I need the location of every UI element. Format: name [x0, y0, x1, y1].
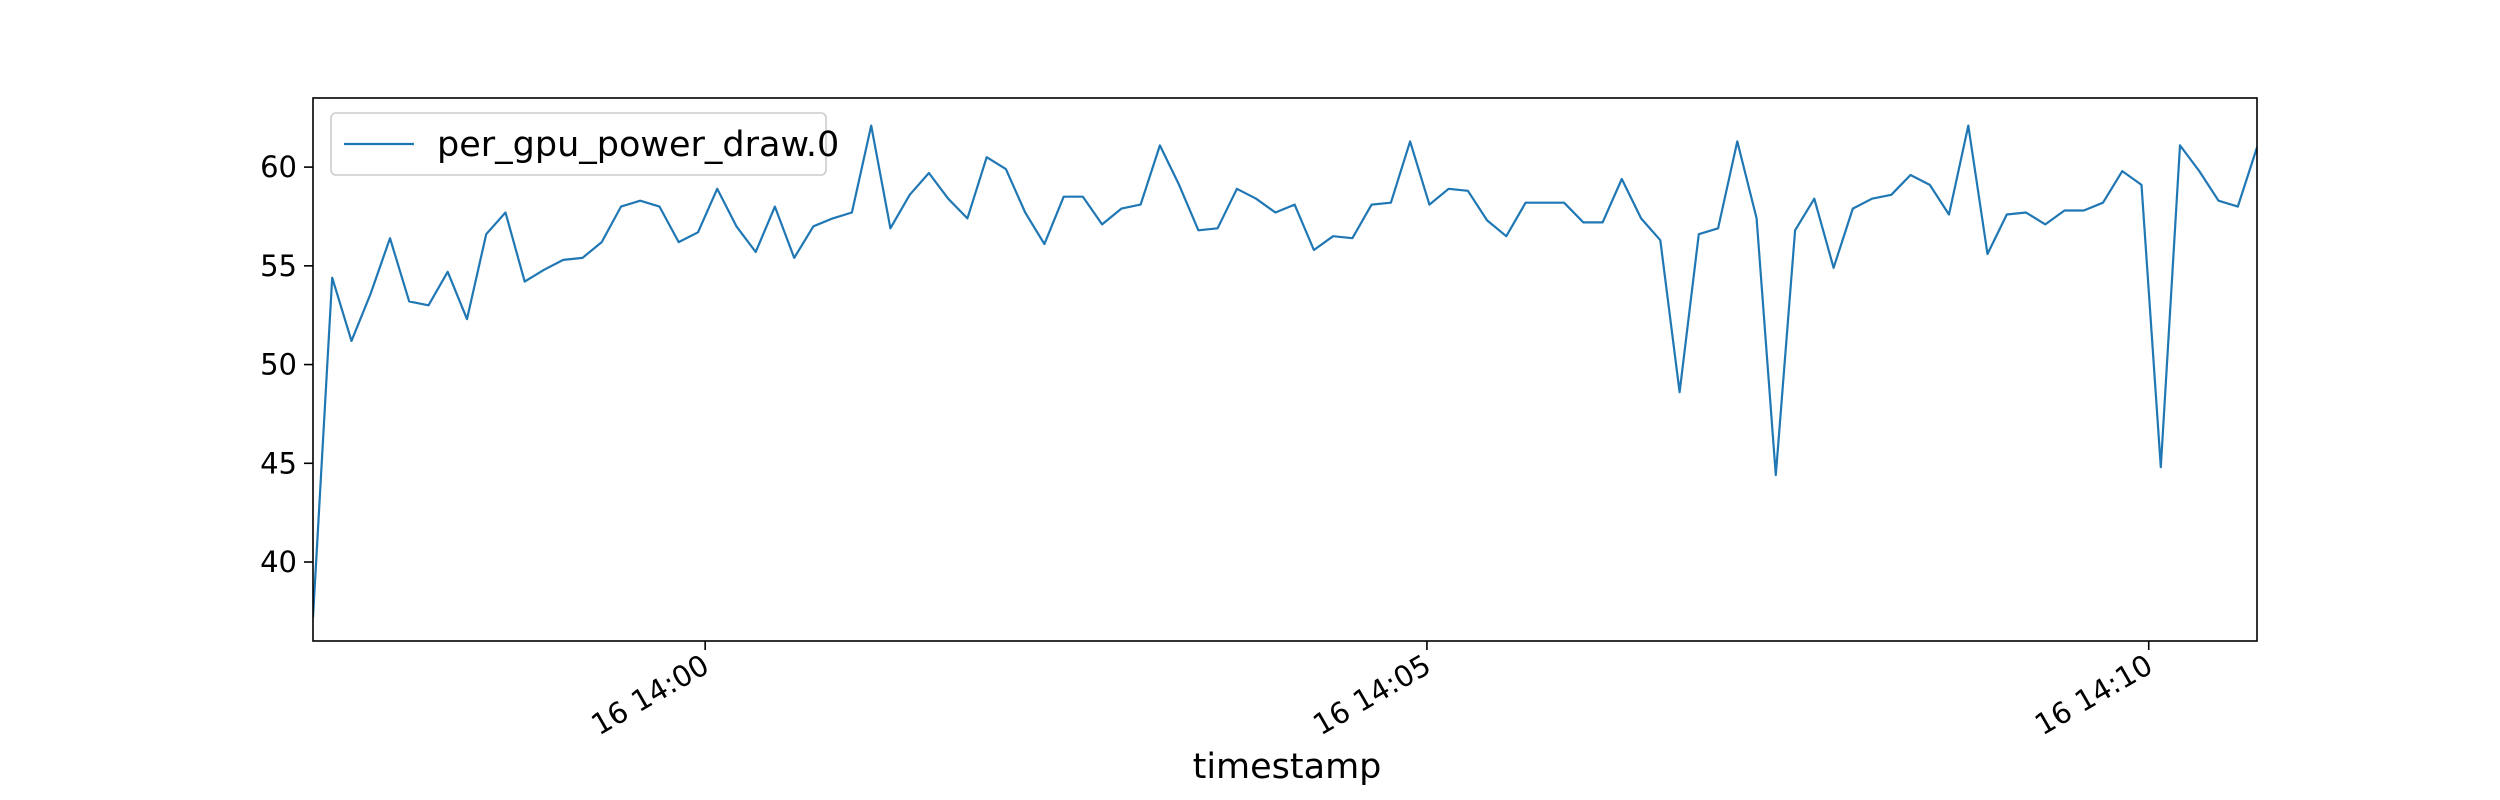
x-axis-label: timestamp: [1193, 747, 1382, 787]
series-line-0: [313, 124, 2257, 618]
y-tick-label: 60: [260, 150, 297, 184]
y-tick-label: 50: [260, 348, 297, 382]
y-tick-label: 40: [260, 545, 297, 579]
plot-area: [313, 124, 2257, 618]
legend-box: [330, 112, 827, 176]
x-tick-label: 16 14:00: [585, 648, 714, 742]
legend-label: per_gpu_power_draw.0: [437, 125, 839, 165]
axes-frame: [312, 97, 2258, 642]
x-tick-label: 16 14:05: [1307, 648, 1436, 742]
y-tick-label: 45: [260, 446, 297, 480]
axes: 40 45 50 55 60 16 14:00 16 14:05 16 14:10: [260, 97, 2258, 742]
y-tick-label: 55: [260, 249, 297, 283]
legend: per_gpu_power_draw.0: [330, 112, 839, 176]
x-tick-label: 16 14:10: [2029, 648, 2158, 742]
